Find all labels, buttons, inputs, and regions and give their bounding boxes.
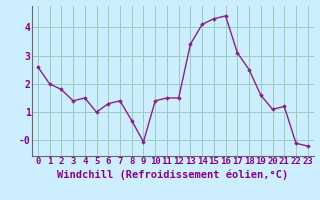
X-axis label: Windchill (Refroidissement éolien,°C): Windchill (Refroidissement éolien,°C) xyxy=(57,169,288,180)
